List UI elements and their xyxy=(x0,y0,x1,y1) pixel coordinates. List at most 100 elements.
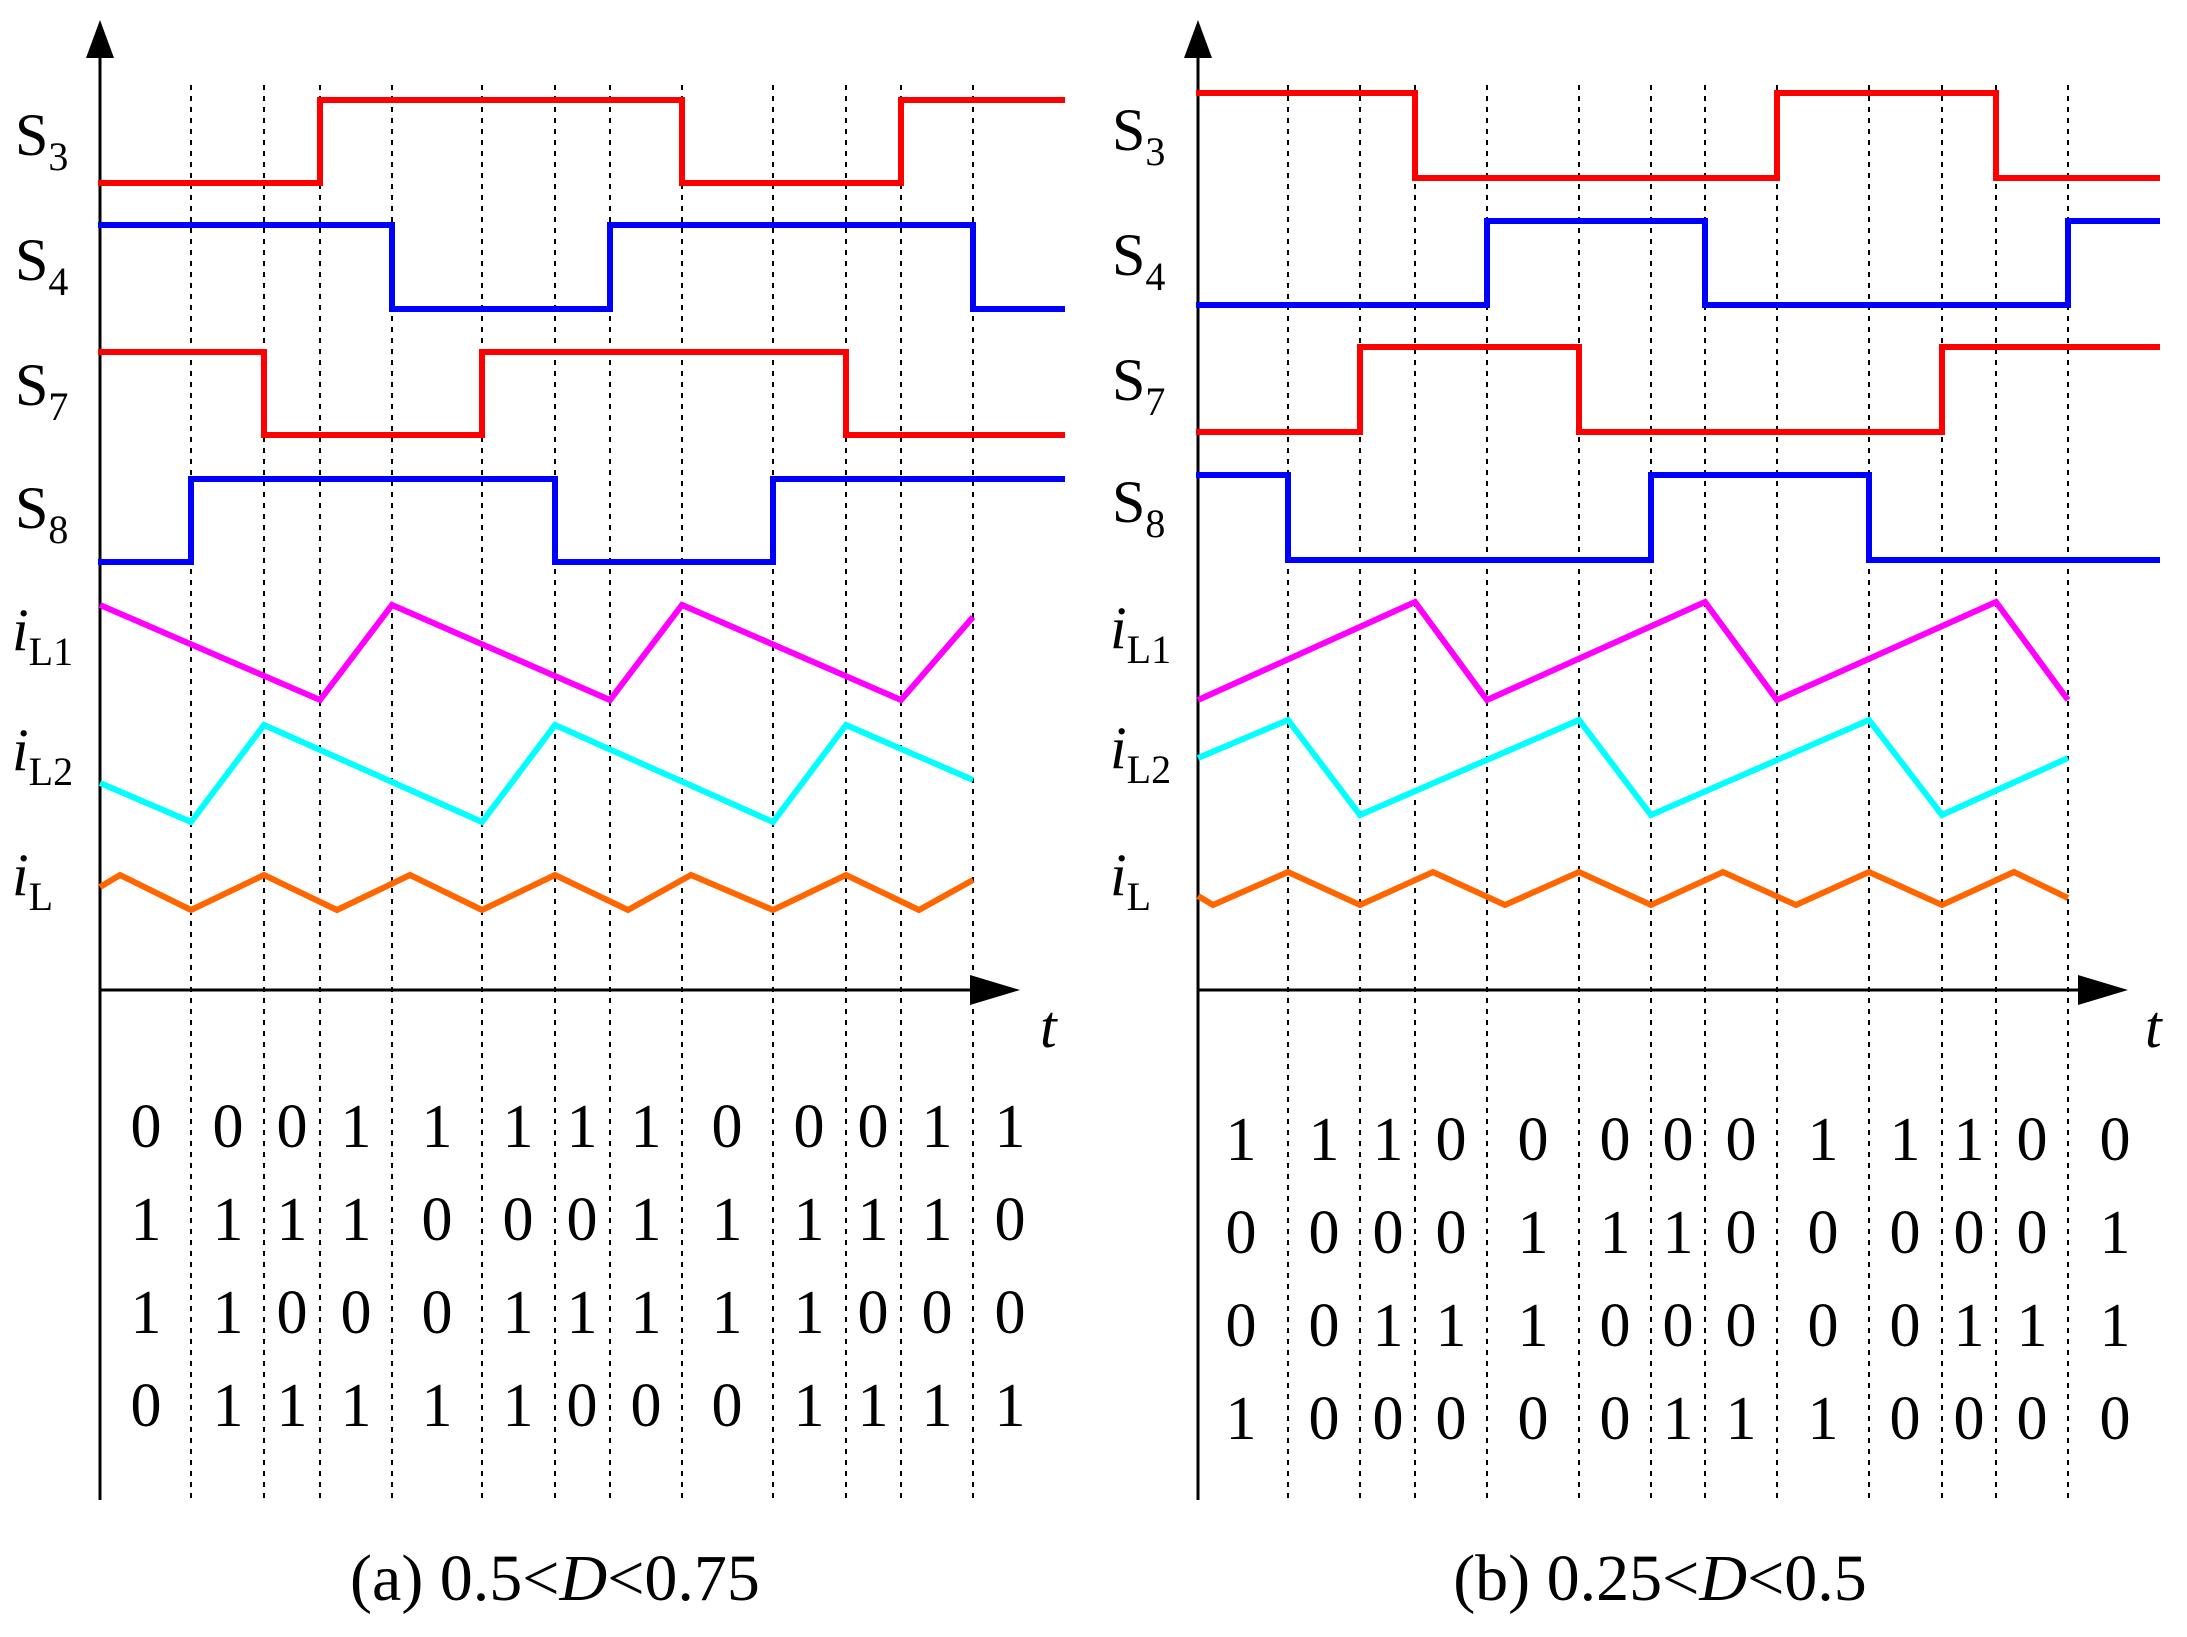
bit-cell: 0 xyxy=(1726,1106,1757,1174)
bit-cell: 1 xyxy=(858,1372,889,1440)
bit-cell: 0 xyxy=(1663,1106,1694,1174)
bit-cell: 1 xyxy=(131,1186,162,1254)
bit-cell: 0 xyxy=(213,1093,244,1161)
bit-cell: 1 xyxy=(341,1186,372,1254)
bit-cell: 1 xyxy=(213,1186,244,1254)
bit-cell: 0 xyxy=(1309,1199,1340,1267)
bit-cell: 0 xyxy=(1518,1106,1549,1174)
bit-cell: 1 xyxy=(922,1372,953,1440)
bit-cell: 1 xyxy=(1436,1292,1467,1360)
panel-b-caption: (b) 0.25<D<0.5 xyxy=(1453,1542,1867,1615)
bit-cell: 0 xyxy=(2100,1106,2131,1174)
bit-cell: 0 xyxy=(631,1372,662,1440)
panel-a-gridlines xyxy=(190,85,974,1500)
bit-cell: 0 xyxy=(341,1279,372,1347)
panel-a-label-s4: S4 xyxy=(15,227,68,304)
bit-cell: 0 xyxy=(1808,1292,1839,1360)
bit-cell: 0 xyxy=(567,1372,598,1440)
bit-cell: 1 xyxy=(131,1279,162,1347)
bit-cell: 1 xyxy=(631,1186,662,1254)
panel-a-bit-table: 0 0 0 1 1 1 1 1 0 0 0 1 1 1 1 1 1 0 0 0 … xyxy=(131,1093,1026,1440)
bit-cell: 1 xyxy=(567,1279,598,1347)
bit-cell: 0 xyxy=(1373,1199,1404,1267)
panel-b-label-s4: S4 xyxy=(1112,222,1165,299)
panel-a-wave-s7 xyxy=(98,349,1065,438)
panel-b-bit-table: 1 1 1 0 0 0 0 0 1 1 1 0 0 0 0 0 0 1 1 1 … xyxy=(1226,1106,2131,1453)
panel-a: t S3 S4 S7 S8 iL1 iL2 iL xyxy=(12,20,1065,1615)
panel-b-label-s7: S7 xyxy=(1112,347,1165,424)
bit-cell: 1 xyxy=(213,1279,244,1347)
panel-b-wave-s8 xyxy=(1196,472,2160,563)
bit-cell: 1 xyxy=(503,1093,534,1161)
bit-cell: 1 xyxy=(503,1279,534,1347)
bit-cell: 1 xyxy=(567,1093,598,1161)
bit-cell: 1 xyxy=(1518,1292,1549,1360)
bit-cell: 1 xyxy=(2017,1292,2048,1360)
bit-cell: 1 xyxy=(1890,1106,1921,1174)
bit-cell: 1 xyxy=(1518,1199,1549,1267)
panel-b-wave-s4 xyxy=(1196,218,2160,308)
bit-cell: 0 xyxy=(794,1093,825,1161)
panel-a-wave-s4 xyxy=(98,222,1065,312)
bit-cell: 1 xyxy=(1663,1385,1694,1453)
bit-cell: 1 xyxy=(995,1372,1026,1440)
bit-cell: 1 xyxy=(1226,1106,1257,1174)
bit-cell: 1 xyxy=(794,1372,825,1440)
panel-b-vertical-axis-arrow-icon xyxy=(1184,20,1212,58)
bit-cell: 0 xyxy=(1436,1106,1467,1174)
bit-cell: 0 xyxy=(1726,1292,1757,1360)
bit-cell: 1 xyxy=(341,1372,372,1440)
bit-cell: 1 xyxy=(631,1093,662,1161)
bit-cell: 1 xyxy=(712,1186,743,1254)
panel-a-caption: (a) 0.5<D<0.75 xyxy=(350,1542,760,1615)
bit-cell: 0 xyxy=(1726,1199,1757,1267)
bit-cell: 1 xyxy=(2100,1292,2131,1360)
bit-cell: 0 xyxy=(922,1279,953,1347)
panel-b-wave-il2 xyxy=(1196,716,2070,819)
panel-a-wave-il2 xyxy=(98,721,975,826)
panel-a-label-il1: iL1 xyxy=(12,597,73,674)
bit-cell: 0 xyxy=(422,1186,453,1254)
panel-a-wave-s3 xyxy=(98,97,1065,186)
bit-cell: 0 xyxy=(1954,1385,1985,1453)
panel-a-time-label: t xyxy=(1040,994,1058,1060)
bit-cell: 0 xyxy=(1518,1385,1549,1453)
bit-cell: 0 xyxy=(995,1279,1026,1347)
bit-cell: 1 xyxy=(2100,1199,2131,1267)
bit-cell: 1 xyxy=(1600,1199,1631,1267)
panel-a-label-il2: iL2 xyxy=(12,717,73,794)
panel-a-wave-s8 xyxy=(98,476,1065,565)
bit-cell: 0 xyxy=(1373,1385,1404,1453)
bit-cell: 1 xyxy=(1808,1106,1839,1174)
panel-a-label-s7: S7 xyxy=(15,352,68,429)
bit-cell: 0 xyxy=(1808,1199,1839,1267)
bit-cell: 1 xyxy=(1663,1199,1694,1267)
bit-cell: 1 xyxy=(341,1093,372,1161)
bit-cell: 0 xyxy=(131,1372,162,1440)
bit-cell: 0 xyxy=(131,1093,162,1161)
bit-cell: 0 xyxy=(712,1372,743,1440)
bit-cell: 1 xyxy=(1309,1106,1340,1174)
bit-cell: 0 xyxy=(858,1093,889,1161)
bit-cell: 1 xyxy=(794,1279,825,1347)
bit-cell: 1 xyxy=(995,1093,1026,1161)
bit-cell: 1 xyxy=(422,1093,453,1161)
bit-cell: 1 xyxy=(503,1372,534,1440)
bit-cell: 1 xyxy=(1373,1106,1404,1174)
bit-cell: 0 xyxy=(1663,1292,1694,1360)
panel-b-wave-s7 xyxy=(1196,344,2160,435)
bit-cell: 0 xyxy=(2017,1385,2048,1453)
panel-b-label-il: iL xyxy=(1110,842,1151,919)
panel-b-wave-s3 xyxy=(1196,90,2160,181)
bit-cell: 0 xyxy=(277,1279,308,1347)
panel-a-vertical-axis-arrow-icon xyxy=(86,20,114,58)
bit-cell: 0 xyxy=(1600,1385,1631,1453)
bit-cell: 0 xyxy=(1226,1292,1257,1360)
bit-cell: 0 xyxy=(2017,1199,2048,1267)
bit-cell: 0 xyxy=(995,1186,1026,1254)
bit-cell: 1 xyxy=(858,1186,889,1254)
bit-cell: 0 xyxy=(503,1186,534,1254)
panel-b-gridlines xyxy=(1287,85,2069,1500)
panel-b-time-label: t xyxy=(2145,994,2163,1060)
